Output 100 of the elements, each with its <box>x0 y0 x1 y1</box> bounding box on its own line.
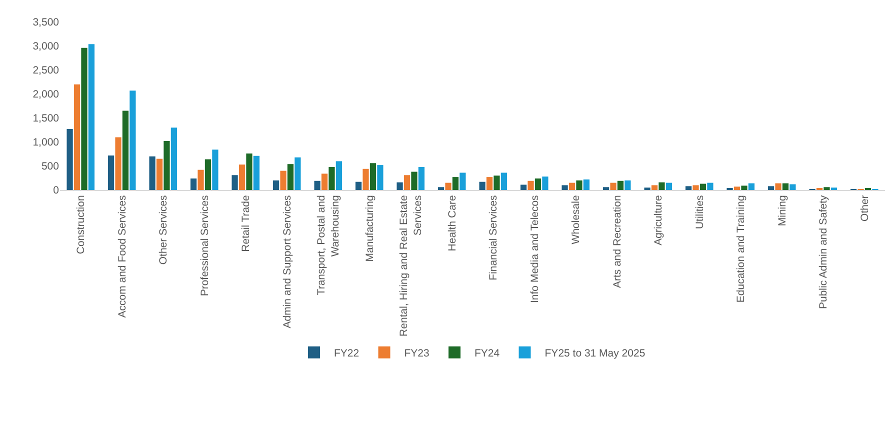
y-tick-label: 0 <box>53 184 60 197</box>
bar <box>287 164 294 190</box>
bar <box>115 137 122 190</box>
x-tick-label: Agriculture <box>652 195 665 246</box>
bar <box>610 182 616 190</box>
bar <box>370 163 376 190</box>
bar <box>246 154 252 190</box>
bar <box>204 159 212 190</box>
bar <box>66 129 73 190</box>
x-tick-label: Rental, Hiring and Real Estate Services <box>398 195 424 336</box>
bar <box>190 178 197 190</box>
y-tick-label: 2,500 <box>32 64 60 77</box>
legend-label: FY24 <box>474 347 500 360</box>
bar <box>314 180 320 190</box>
bar <box>583 179 590 190</box>
bar <box>528 180 534 190</box>
bar <box>741 186 748 190</box>
bar <box>149 156 156 190</box>
bar <box>768 186 774 190</box>
bar <box>617 180 624 190</box>
bar <box>122 110 129 190</box>
bar <box>253 156 260 190</box>
bar <box>602 187 610 190</box>
y-tick-label: 1,500 <box>32 112 60 125</box>
x-tick-label: Retail Trade <box>240 195 252 252</box>
bar <box>232 175 238 190</box>
bar <box>500 172 508 190</box>
bar <box>824 187 830 190</box>
bar <box>534 178 542 190</box>
bar <box>700 184 706 190</box>
bar <box>782 183 789 190</box>
bar <box>486 177 493 190</box>
bar <box>362 168 369 190</box>
bar <box>164 141 170 190</box>
bar <box>280 170 286 190</box>
legend-label: FY22 <box>334 347 360 360</box>
x-tick-label: Financial Services <box>488 195 500 280</box>
x-tick-label: Arts and Recreation <box>611 195 624 288</box>
x-tick-label: Public Admin and Safety <box>818 194 830 310</box>
bar <box>542 176 548 190</box>
bar <box>411 172 418 190</box>
x-tick-label: Construction <box>75 195 88 254</box>
bar <box>130 90 136 190</box>
bar <box>336 161 342 190</box>
x-tick-label: Accom and Food Services <box>116 195 128 318</box>
x-tick-label: Mining <box>776 195 788 226</box>
bar <box>658 182 665 190</box>
x-tick-label: Info Media and Telecos <box>528 195 541 303</box>
bar <box>238 164 246 190</box>
y-tick-label: 500 <box>41 160 60 173</box>
x-tick-label: Other Services <box>158 195 170 265</box>
y-tick-label: 1,000 <box>32 136 60 149</box>
bar <box>775 183 782 190</box>
bar <box>212 150 218 190</box>
x-tick-label: Utilities <box>694 195 706 230</box>
bar <box>685 186 692 190</box>
bar <box>156 158 163 190</box>
x-tick-label: Health Care <box>446 195 458 252</box>
x-tick-label: Other <box>858 194 871 222</box>
bar <box>666 182 672 190</box>
bar <box>81 48 88 190</box>
bar <box>396 182 403 190</box>
x-tick-label: Education and Training <box>735 195 748 303</box>
bar <box>198 170 204 190</box>
bar <box>294 157 301 190</box>
bar <box>460 172 466 190</box>
bar <box>520 184 527 190</box>
bar <box>624 180 631 190</box>
x-tick-label: Transport, Postal and Warehousing <box>316 195 342 296</box>
x-tick-label: Admin and Support Services <box>281 195 294 328</box>
legend-label: FY25 to 31 May 2025 <box>544 347 646 360</box>
x-tick-label: Manufacturing <box>364 195 376 262</box>
y-tick-label: 2,000 <box>32 88 60 101</box>
bar <box>748 183 755 190</box>
bar <box>734 186 740 190</box>
bar <box>438 187 444 190</box>
y-tick-label: 3,000 <box>32 40 60 53</box>
bar <box>328 166 335 190</box>
bar <box>494 176 500 190</box>
bar <box>377 165 384 190</box>
bar <box>404 175 410 190</box>
bar <box>418 166 425 190</box>
x-tick-label: Professional Services <box>198 195 211 296</box>
bar <box>170 128 178 190</box>
legend-label: FY23 <box>404 347 430 360</box>
bar <box>74 84 80 190</box>
bar <box>452 177 459 190</box>
bar <box>445 182 452 190</box>
bar <box>88 44 95 190</box>
bar <box>355 182 362 190</box>
bar <box>108 155 114 190</box>
bar <box>651 185 658 190</box>
bar <box>272 180 280 190</box>
bar <box>562 185 568 190</box>
x-tick-label: Wholesale <box>570 195 582 244</box>
bar <box>479 182 486 190</box>
bar <box>321 174 328 190</box>
bar <box>692 185 699 190</box>
bar <box>576 180 582 190</box>
bar <box>790 184 796 190</box>
